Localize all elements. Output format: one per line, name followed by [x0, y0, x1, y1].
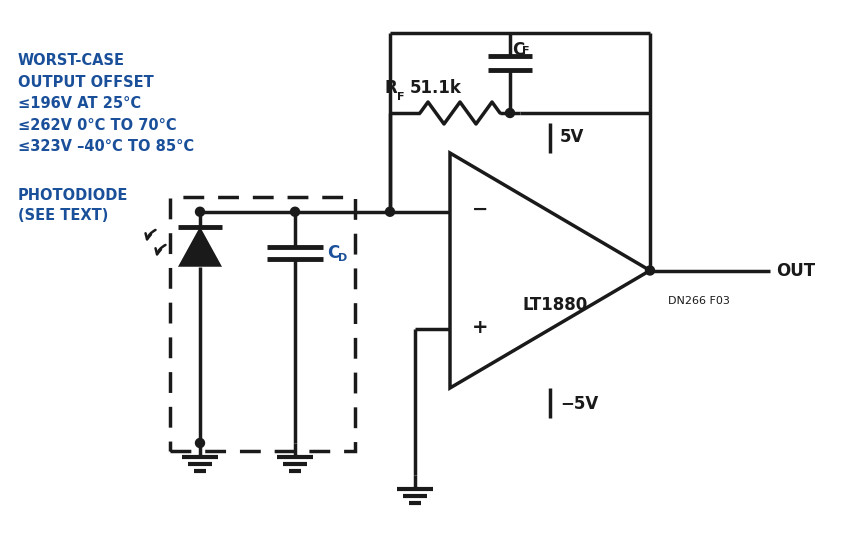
Circle shape — [291, 207, 299, 216]
Text: 5V: 5V — [560, 128, 584, 146]
Text: PHOTODIODE
(SEE TEXT): PHOTODIODE (SEE TEXT) — [18, 188, 128, 223]
Circle shape — [645, 266, 655, 275]
Text: 51.1k: 51.1k — [410, 79, 462, 97]
Text: D: D — [338, 252, 347, 263]
Text: F: F — [522, 46, 529, 56]
Text: +: + — [472, 318, 488, 337]
Text: F: F — [397, 92, 404, 102]
Text: −5V: −5V — [560, 395, 598, 413]
Text: LT1880: LT1880 — [522, 296, 588, 314]
Bar — [170, 197, 355, 451]
Text: C: C — [512, 41, 524, 59]
Text: OUT: OUT — [776, 262, 815, 280]
Circle shape — [196, 439, 204, 447]
Text: C: C — [327, 244, 339, 262]
Text: R: R — [385, 79, 398, 97]
Text: DN266 F03: DN266 F03 — [668, 295, 730, 306]
Circle shape — [196, 207, 204, 216]
Text: WORST-CASE
OUTPUT OFFSET
≤196V AT 25°C
≤262V 0°C TO 70°C
≤323V –40°C TO 85°C: WORST-CASE OUTPUT OFFSET ≤196V AT 25°C ≤… — [18, 53, 194, 154]
Text: −: − — [472, 200, 488, 219]
Circle shape — [505, 109, 515, 117]
Circle shape — [386, 207, 394, 216]
Polygon shape — [178, 227, 222, 267]
